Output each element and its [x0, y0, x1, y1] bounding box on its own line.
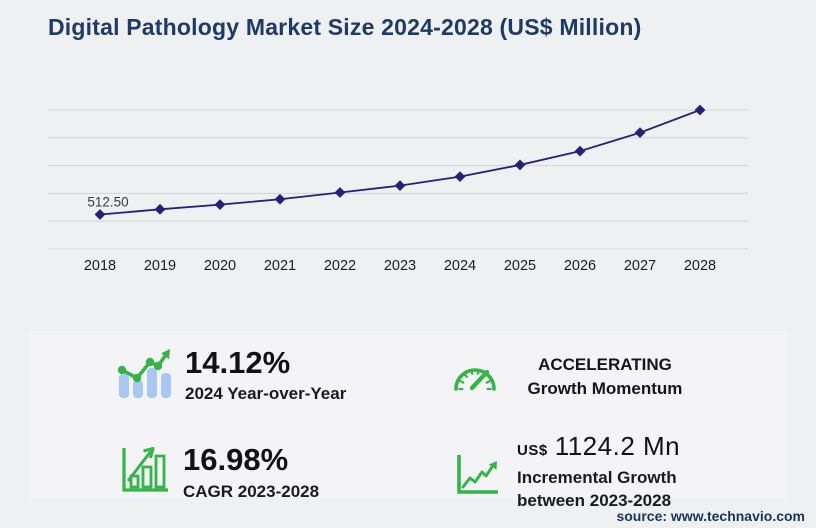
x-tick-label-2020: 2020 — [204, 258, 236, 274]
data-point-2023 — [394, 180, 406, 192]
market-size-line-chart: 512.50 2018 2019 2020 2021 2022 2023 2024 2025 20… — [48, 104, 748, 274]
incremental-value: 1124.2 Mn — [554, 431, 681, 461]
x-tick-label-2022: 2022 — [324, 258, 356, 274]
incremental-line1: Incremental Growth — [517, 468, 677, 487]
series-line — [99, 109, 701, 216]
bar-trend-icon — [117, 349, 171, 398]
source-credit: source: www.technavio.com — [616, 508, 805, 524]
x-tick-label-2018: 2018 — [84, 258, 116, 274]
data-point-2024 — [454, 171, 466, 183]
x-tick-label-2026: 2026 — [564, 258, 596, 274]
stat-cagr: 16.98% CAGR 2023-2028 — [183, 444, 319, 502]
x-tick-label-2021: 2021 — [264, 258, 296, 274]
yoy-label: 2024 Year-over-Year — [185, 384, 347, 403]
cagr-value: 16.98% — [183, 442, 289, 477]
data-point-2025 — [514, 159, 526, 171]
data-point-2022 — [334, 187, 346, 198]
stat-incremental: US$ 1124.2 Mn Incremental Growth between… — [517, 431, 680, 512]
bar-growth-icon — [122, 447, 168, 492]
x-tick-label-2028: 2028 — [684, 258, 716, 274]
zigzag-arrow-icon — [457, 455, 498, 494]
point-label-2018: 512.50 — [87, 195, 128, 210]
x-tick-label-2024: 2024 — [444, 258, 476, 274]
chart-title: Digital Pathology Market Size 2024-2028 … — [48, 14, 642, 40]
incremental-currency: US$ — [517, 442, 548, 459]
data-point-2019 — [154, 203, 166, 215]
data-point-2027 — [634, 127, 646, 139]
momentum-line2: Growth Momentum — [527, 378, 683, 398]
data-point-2020 — [214, 199, 226, 211]
x-tick-label-2023: 2023 — [384, 258, 416, 274]
stat-momentum: ACCELERATING Growth Momentum — [495, 353, 715, 401]
incremental-line2: between 2023-2028 — [517, 490, 672, 510]
incremental-value-row: US$ 1124.2 Mn — [517, 431, 680, 462]
stats-panel: 14.12% 2024 Year-over-Year ACCELERATING … — [30, 331, 786, 510]
data-point-2018 — [94, 209, 106, 220]
stat-yoy: 14.12% 2024 Year-over-Year — [185, 347, 346, 404]
x-tick-label-2027: 2027 — [624, 258, 656, 274]
data-point-2021 — [274, 193, 286, 205]
x-tick-label-2025: 2025 — [504, 258, 536, 274]
gauge-icon — [454, 368, 496, 391]
yoy-value: 14.12% — [185, 345, 291, 380]
data-point-2026 — [574, 145, 586, 157]
x-tick-label-2019: 2019 — [144, 258, 176, 274]
cagr-label: CAGR 2023-2028 — [183, 482, 320, 501]
momentum-line1: ACCELERATING — [538, 355, 672, 374]
data-point-2028 — [694, 104, 706, 116]
